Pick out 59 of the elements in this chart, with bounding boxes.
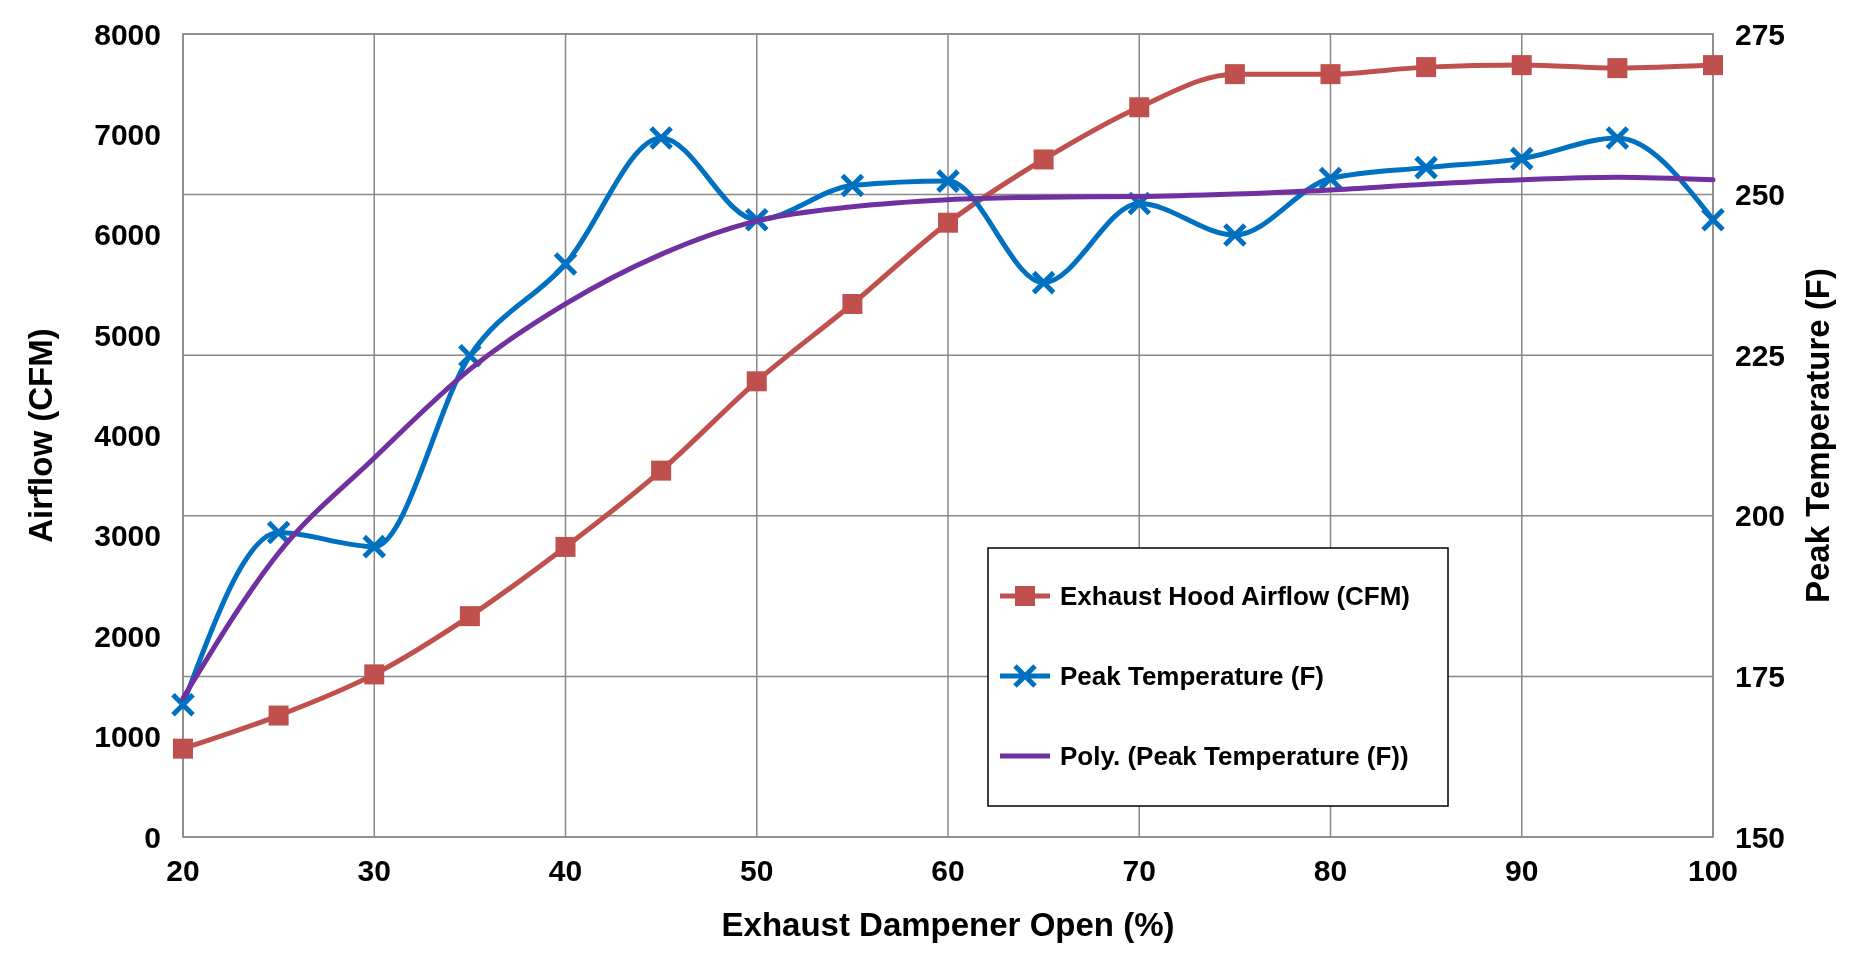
point: [555, 536, 576, 557]
x-tick-label: 40: [548, 854, 583, 887]
point: [173, 738, 193, 759]
point: [746, 371, 767, 392]
legend-label: Poly. (Peak Temperature (F)): [1060, 741, 1409, 772]
x-axis-title: Exhaust Dampener Open (%): [721, 906, 1175, 943]
point: [1607, 58, 1628, 79]
point: [1416, 57, 1437, 78]
point: [459, 606, 480, 627]
y2-tick-label: 225: [1735, 338, 1786, 372]
point: [1222, 222, 1248, 248]
point: [1413, 155, 1439, 181]
x-tick-label: 100: [1687, 854, 1739, 887]
y-tick-label: 5000: [94, 318, 161, 352]
point: [268, 705, 289, 726]
point: [170, 692, 196, 718]
point: [935, 168, 961, 194]
y-tick-label: 6000: [94, 218, 161, 252]
y-tick-label: 2000: [94, 619, 161, 653]
y-tick-label: 4000: [94, 419, 161, 452]
point: [842, 294, 863, 315]
point: [1129, 97, 1150, 118]
legend-label: Exhaust Hood Airflow (CFM): [1060, 581, 1411, 612]
x-tick-label: 60: [931, 854, 965, 887]
point: [364, 664, 385, 685]
x-tick-label: 30: [357, 854, 391, 887]
point: [1604, 125, 1630, 151]
point: [361, 534, 387, 560]
y-tick-label: 3000: [94, 519, 161, 553]
point: [839, 173, 865, 199]
x-tick-label: 80: [1313, 854, 1348, 887]
y-tick-label: 1000: [94, 720, 161, 754]
point: [1031, 270, 1057, 296]
point: [1509, 146, 1535, 172]
x-tick-label: 90: [1505, 854, 1539, 887]
y2-tick-label: 250: [1735, 178, 1786, 212]
point: [553, 251, 578, 277]
y-tick-label: 0: [144, 820, 161, 854]
y-tick-label: 8000: [94, 17, 161, 51]
point: [1700, 207, 1726, 233]
y2-tick-label: 275: [1735, 17, 1786, 51]
y-tick-label: 7000: [94, 117, 161, 151]
point: [1703, 55, 1723, 76]
legend-label: Peak Temperature (F): [1060, 661, 1324, 692]
point: [1224, 64, 1245, 85]
x-tick-label: 70: [1122, 854, 1156, 887]
y-axis-title: Airflow (CFM): [22, 328, 59, 543]
y2-tick-label: 200: [1735, 499, 1786, 533]
x-tick-label: 50: [740, 854, 774, 887]
point: [651, 460, 672, 481]
point: [1320, 64, 1341, 85]
point: [648, 125, 674, 151]
y2-tick-label: 150: [1735, 820, 1786, 854]
point: [1033, 149, 1054, 170]
point: [938, 212, 958, 233]
y2-tick-label: 175: [1735, 659, 1786, 693]
x-tick-label: 20: [166, 854, 200, 887]
y2-axis-title: Peak Temperature (F): [1799, 268, 1836, 603]
point: [1511, 55, 1532, 76]
